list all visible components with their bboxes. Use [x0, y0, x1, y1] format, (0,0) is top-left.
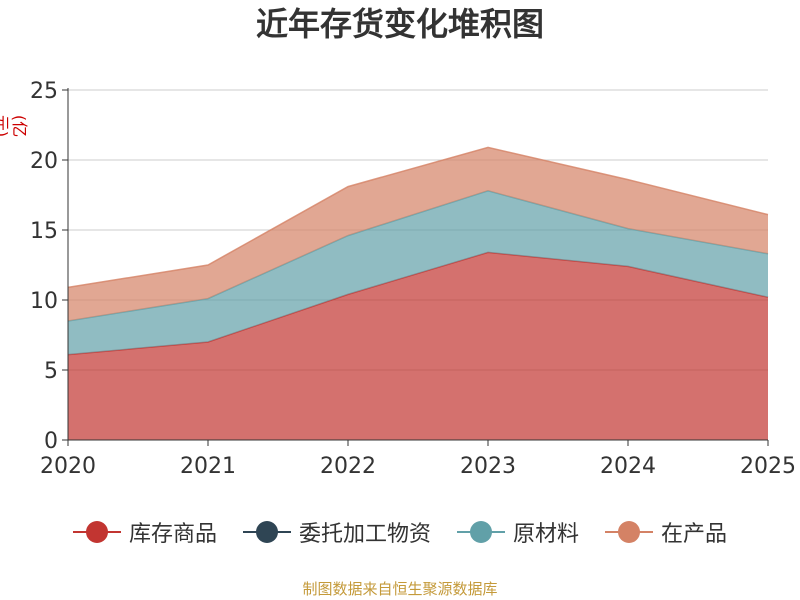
data-source-note: 制图数据来自恒生聚源数据库 — [302, 580, 498, 598]
y-tick-label: 15 — [30, 219, 58, 244]
legend-label: 在产品 — [661, 522, 728, 547]
legend-item[interactable]: 库存商品 — [72, 516, 217, 548]
x-tick-label: 2024 — [600, 454, 656, 479]
x-tick-label: 2022 — [320, 454, 376, 479]
area-series-2 — [68, 190, 768, 355]
y-tick-label: 0 — [44, 429, 58, 454]
legend-swatch-icon — [605, 519, 654, 545]
legend-label: 库存商品 — [128, 522, 217, 547]
x-tick-label: 2020 — [40, 454, 96, 479]
legend-swatch-icon — [457, 519, 505, 545]
series-line-3 — [67, 146, 769, 289]
x-tick-label: 2023 — [460, 454, 516, 479]
legend-swatch-icon — [242, 519, 291, 545]
y-tick-label: 10 — [30, 289, 58, 314]
legend-item[interactable]: 原材料 — [457, 516, 579, 548]
legend: 库存商品 委托加工物资 原材料 在产品 — [0, 514, 800, 550]
legend-swatch-icon — [72, 519, 121, 545]
legend-item[interactable]: 委托加工物资 — [242, 516, 431, 548]
x-tick-label: 2025 — [740, 454, 796, 479]
area-series-0 — [68, 252, 768, 440]
x-tick-label: 2021 — [180, 454, 236, 479]
legend-item[interactable]: 在产品 — [605, 516, 727, 548]
y-tick-label: 5 — [44, 359, 58, 384]
y-tick-label: 20 — [30, 149, 58, 174]
area-series-3 — [68, 147, 768, 321]
legend-label: 委托加工物资 — [298, 522, 431, 547]
legend-label: 原材料 — [513, 522, 580, 547]
y-tick-label: 25 — [30, 79, 58, 104]
chart-title: 近年存货变化堆积图 — [255, 5, 544, 43]
